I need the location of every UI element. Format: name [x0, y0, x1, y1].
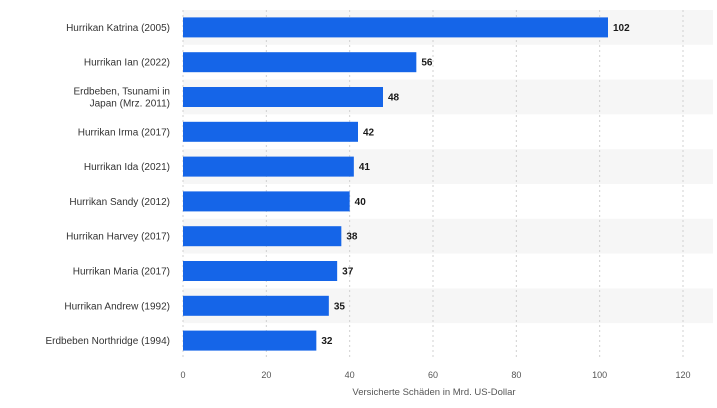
bars — [183, 17, 608, 351]
x-tick-label: 120 — [675, 370, 690, 380]
bar — [183, 87, 383, 107]
category-labels: Hurrikan Katrina (2005) Hurrikan Ian (202… — [45, 23, 170, 347]
bar — [183, 156, 354, 177]
value-label: 32 — [321, 336, 333, 347]
bar — [183, 17, 608, 38]
value-label: 56 — [421, 58, 433, 69]
value-label: 38 — [346, 232, 358, 243]
x-tick-label: 60 — [428, 370, 438, 380]
value-label: 37 — [342, 267, 354, 278]
x-tick-label: 0 — [180, 370, 185, 380]
x-tick-label: 100 — [592, 370, 607, 380]
category-label: Hurrikan Ida (2021) — [84, 162, 170, 173]
x-axis-ticks: 0 20 40 60 80 100 120 — [180, 370, 690, 380]
value-label: 35 — [334, 301, 346, 312]
x-tick-label: 80 — [511, 370, 521, 380]
category-label-line: Erdbeben Northridge (1994) — [45, 336, 170, 347]
category-label-line: Hurrikan Ian (2022) — [84, 58, 170, 69]
x-tick-label: 40 — [345, 370, 355, 380]
x-axis-title: Versicherte Schäden in Mrd. US-Dollar — [352, 387, 515, 398]
category-label-line: Hurrikan Sandy (2012) — [69, 197, 170, 208]
category-label: Hurrikan Andrew (1992) — [64, 301, 170, 312]
category-label: Hurrikan Harvey (2017) — [66, 232, 170, 243]
category-label-line: Hurrikan Katrina (2005) — [66, 23, 170, 34]
category-label-line: Hurrikan Andrew (1992) — [64, 301, 170, 312]
category-label: Hurrikan Irma (2017) — [78, 127, 170, 138]
category-label: Hurrikan Ian (2022) — [84, 58, 170, 69]
bar — [183, 191, 350, 212]
value-label: 40 — [355, 197, 367, 208]
bar — [183, 295, 329, 316]
bar — [183, 226, 342, 247]
category-label-line: Hurrikan Harvey (2017) — [66, 232, 170, 243]
bar — [183, 330, 317, 351]
bar — [183, 52, 417, 73]
category-label-line: Japan (Mrz. 2011) — [90, 99, 170, 110]
category-label-line: Hurrikan Maria (2017) — [73, 267, 170, 278]
category-label-line: Erdbeben, Tsunami in — [73, 87, 170, 98]
category-label-line: Hurrikan Ida (2021) — [84, 162, 170, 173]
category-label: Hurrikan Maria (2017) — [73, 267, 170, 278]
value-label: 41 — [359, 162, 371, 173]
category-label-line: Hurrikan Irma (2017) — [78, 127, 170, 138]
value-label: 102 — [613, 23, 630, 34]
category-label: Erdbeben, Tsunami in Japan (Mrz. 2011) — [73, 87, 170, 110]
category-label: Hurrikan Sandy (2012) — [69, 197, 170, 208]
value-labels: 102 56 48 42 41 40 38 37 35 32 — [321, 23, 630, 347]
x-tick-label: 20 — [261, 370, 271, 380]
category-label: Hurrikan Katrina (2005) — [66, 23, 170, 34]
bar — [183, 261, 338, 281]
value-label: 48 — [388, 93, 400, 104]
bar — [183, 121, 358, 142]
category-label: Erdbeben Northridge (1994) — [45, 336, 170, 347]
value-label: 42 — [363, 127, 375, 138]
